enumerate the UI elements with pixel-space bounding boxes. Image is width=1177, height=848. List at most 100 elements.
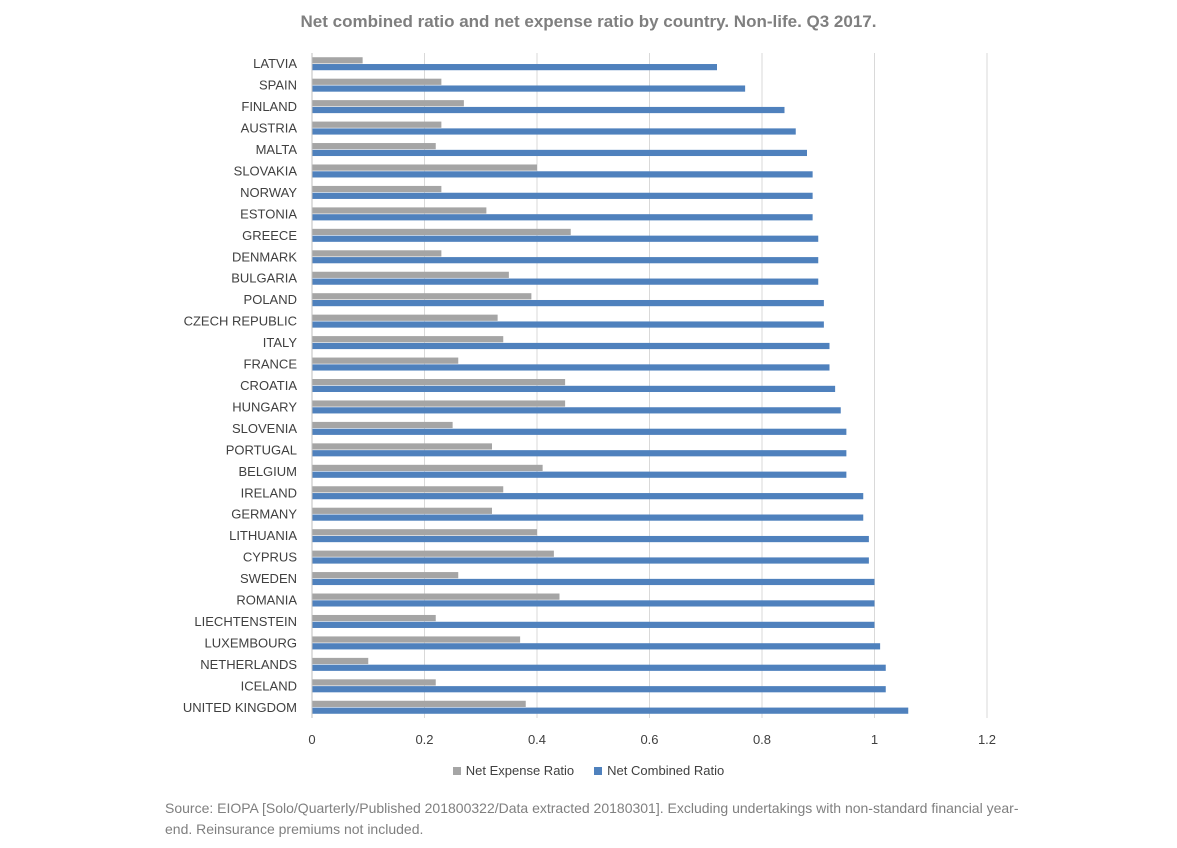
bar-net-expense-ratio [312, 228, 571, 236]
bar-net-combined-ratio [312, 128, 796, 135]
bar-net-expense-ratio [312, 657, 369, 665]
bar-net-expense-ratio [312, 143, 436, 150]
x-tick-label: 0.8 [753, 732, 771, 747]
bar-net-expense-ratio [312, 57, 363, 64]
category-label: BULGARIA [231, 271, 297, 286]
bar-net-expense-ratio [312, 421, 453, 429]
bar-net-expense-ratio [312, 336, 504, 343]
bar-net-expense-ratio [312, 700, 526, 707]
x-tick-label: 0.6 [640, 732, 658, 747]
bar-net-expense-ratio [312, 614, 436, 622]
bar-net-combined-ratio [312, 192, 813, 199]
bar-net-combined-ratio [312, 600, 875, 607]
x-tick-label: 0.4 [528, 732, 546, 747]
category-label: LITHUANIA [229, 528, 297, 543]
legend-item-expense: Net Expense Ratio [452, 763, 575, 778]
category-label: SWEDEN [240, 571, 297, 586]
bar-net-combined-ratio [312, 407, 841, 414]
bar-net-expense-ratio [312, 250, 442, 257]
category-label: GERMANY [231, 507, 297, 522]
bar-net-expense-ratio [312, 357, 459, 364]
x-tick-label: 1 [871, 732, 878, 747]
bar-net-combined-ratio [312, 707, 909, 714]
category-label: LATVIA [253, 56, 297, 71]
category-label: NETHERLANDS [200, 657, 297, 672]
bar-net-combined-ratio [312, 364, 830, 371]
bar-net-expense-ratio [312, 121, 442, 128]
bar-net-expense-ratio [312, 550, 554, 557]
category-label: FRANCE [244, 357, 298, 372]
category-label: NORWAY [240, 185, 297, 200]
bar-net-combined-ratio [312, 578, 875, 586]
category-label: HUNGARY [232, 399, 297, 414]
bar-net-combined-ratio [312, 493, 864, 500]
bar-net-combined-ratio [312, 621, 875, 628]
bar-net-combined-ratio [312, 321, 824, 328]
category-label: CZECH REPUBLIC [184, 314, 297, 329]
grid-lines [424, 53, 988, 718]
category-label: SLOVAKIA [234, 163, 298, 178]
bar-net-combined-ratio [312, 64, 717, 71]
legend-swatch-expense [452, 766, 461, 775]
bar-net-expense-ratio [312, 486, 504, 493]
category-label: DENMARK [232, 249, 297, 264]
bar-net-combined-ratio [312, 342, 830, 350]
category-label: FINLAND [241, 99, 297, 114]
bar-net-combined-ratio [312, 278, 819, 285]
bar-net-expense-ratio [312, 679, 436, 686]
x-tick-label: 0 [308, 732, 315, 747]
chart-title: Net combined ratio and net expense ratio… [300, 12, 877, 31]
category-label: IRELAND [241, 485, 297, 500]
bar-net-combined-ratio [312, 257, 819, 264]
bar-net-expense-ratio [312, 464, 543, 472]
bar-net-expense-ratio [312, 314, 498, 321]
bar-net-expense-ratio [312, 593, 560, 600]
bar-net-combined-ratio [312, 514, 864, 521]
category-label: LIECHTENSTEIN [194, 614, 297, 629]
bar-net-combined-ratio [312, 235, 819, 242]
category-label: POLAND [244, 292, 297, 307]
bar-net-expense-ratio [312, 636, 521, 643]
legend-label-combined: Net Combined Ratio [607, 763, 725, 778]
bar-net-expense-ratio [312, 572, 459, 579]
category-label: UNITED KINGDOM [183, 700, 297, 715]
legend-swatch-combined [594, 766, 603, 775]
labels: 0 0.2 0.4 0.6 0.8 1 1.2 LATVIA SPAIN FINLAND AUSTR… [183, 56, 996, 747]
category-label: CYPRUS [243, 550, 298, 565]
category-label: SLOVENIA [232, 421, 297, 436]
bar-net-combined-ratio [312, 299, 824, 307]
category-label: ITALY [263, 335, 298, 350]
bar-net-combined-ratio [312, 471, 847, 478]
bar-net-expense-ratio [312, 293, 532, 300]
bar-net-combined-ratio [312, 85, 746, 92]
category-label: MALTA [256, 142, 298, 157]
bar-net-combined-ratio [312, 106, 785, 114]
bar-chart: 0 0.2 0.4 0.6 0.8 1 1.2 LATVIA SPAIN FINLAND AUSTR… [183, 53, 996, 747]
bar-net-combined-ratio [312, 149, 807, 157]
x-tick-label: 1.2 [978, 732, 996, 747]
legend: Net Expense Ratio Net Combined Ratio [0, 763, 1177, 778]
category-label: ICELAND [241, 678, 297, 693]
bar-net-combined-ratio [312, 450, 847, 457]
bars [312, 57, 909, 714]
bar-net-combined-ratio [312, 428, 847, 435]
bar-net-expense-ratio [312, 379, 566, 386]
bar-net-expense-ratio [312, 529, 537, 536]
bar-net-combined-ratio [312, 214, 813, 221]
x-tick-label: 0.2 [415, 732, 433, 747]
category-label: CROATIA [240, 378, 297, 393]
bar-net-combined-ratio [312, 557, 869, 564]
legend-label-expense: Net Expense Ratio [465, 763, 575, 778]
bar-net-expense-ratio [312, 400, 566, 407]
bar-net-expense-ratio [312, 164, 537, 171]
bar-net-expense-ratio [312, 443, 492, 450]
bar-net-expense-ratio [312, 185, 442, 193]
legend-item-combined: Net Combined Ratio [594, 763, 724, 778]
bar-net-combined-ratio [312, 535, 869, 543]
category-label: LUXEMBOURG [205, 635, 297, 650]
category-label: ROMANIA [236, 593, 297, 608]
bar-net-expense-ratio [312, 207, 487, 214]
bar-net-expense-ratio [312, 271, 509, 278]
bar-net-combined-ratio [312, 171, 813, 178]
bar-net-expense-ratio [312, 100, 464, 107]
